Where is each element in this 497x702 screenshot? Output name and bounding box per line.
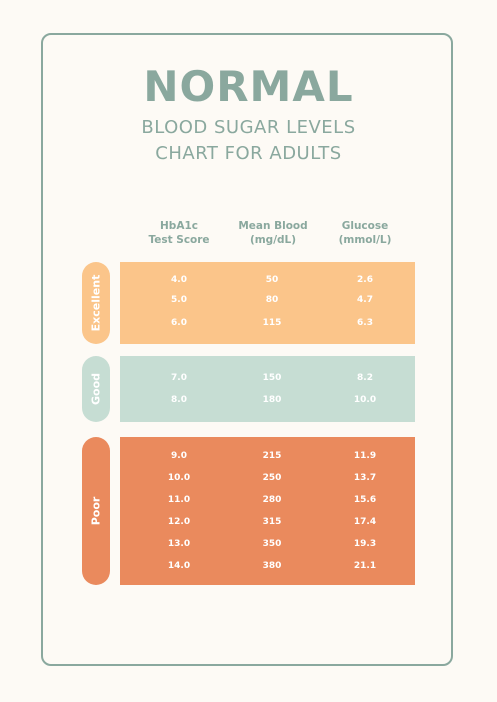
group-label-good: Good: [82, 356, 110, 422]
column-header-hba1c: HbA1c Test Score: [129, 219, 229, 247]
cell-hba1c: 11.0: [167, 495, 191, 505]
group-label-good-text: Good: [89, 372, 103, 406]
cell-mmol-l: 10.0: [353, 395, 377, 405]
column-header-mean-blood: Mean Blood (mg/dL): [223, 219, 323, 247]
column-header-glucose-line1: Glucose: [341, 220, 389, 232]
cell-mmol-l: 19.3: [353, 539, 377, 549]
table-row: 6.0 115 6.3: [120, 316, 415, 330]
table-row: 7.0 150 8.2: [120, 371, 415, 385]
group-label-poor: Poor: [82, 437, 110, 585]
table-row: 14.0 380 21.1: [120, 559, 415, 573]
cell-hba1c: 8.0: [171, 395, 187, 405]
cell-mg-dl: 380: [262, 561, 282, 571]
group-label-excellent-text: Excellent: [89, 274, 103, 332]
column-header-hba1c-line1: HbA1c: [160, 220, 198, 232]
column-header-mean-blood-line2: (mg/dL): [249, 234, 297, 246]
cell-hba1c: 6.0: [171, 318, 187, 328]
chart-frame: [41, 33, 453, 666]
group-panel-excellent: 4.0 50 2.6 5.0 80 4.7 6.0 115 6.3: [120, 262, 415, 344]
cell-mmol-l: 21.1: [353, 561, 377, 571]
cell-mmol-l: 2.6: [357, 275, 373, 285]
cell-mg-dl: 180: [262, 395, 282, 405]
table-row: 12.0 315 17.4: [120, 515, 415, 529]
cell-hba1c: 7.0: [171, 373, 187, 383]
cell-hba1c: 4.0: [171, 275, 187, 285]
group-panel-good: 7.0 150 8.2 8.0 180 10.0: [120, 356, 415, 422]
cell-hba1c: 10.0: [167, 473, 191, 483]
cell-hba1c: 14.0: [167, 561, 191, 571]
page-title: NORMAL: [143, 62, 354, 111]
cell-mmol-l: 13.7: [353, 473, 377, 483]
column-header-glucose-line2: (mmol/L): [338, 234, 392, 246]
group-panel-poor: 9.0 215 11.9 10.0 250 13.7 11.0 280 15.6…: [120, 437, 415, 585]
cell-mg-dl: 250: [262, 473, 282, 483]
cell-mmol-l: 15.6: [353, 495, 377, 505]
column-header-glucose: Glucose (mmol/L): [315, 219, 415, 247]
cell-mmol-l: 6.3: [357, 318, 373, 328]
table-row: 10.0 250 13.7: [120, 471, 415, 485]
cell-mg-dl: 80: [265, 295, 279, 305]
table-row: 5.0 80 4.7: [120, 293, 415, 307]
column-header-mean-blood-line1: Mean Blood: [238, 220, 308, 232]
cell-hba1c: 9.0: [171, 451, 187, 461]
cell-mmol-l: 17.4: [353, 517, 377, 527]
cell-mg-dl: 315: [262, 517, 282, 527]
cell-mmol-l: 4.7: [357, 295, 373, 305]
column-header-hba1c-line2: Test Score: [148, 234, 210, 246]
subtitle-line-1: BLOOD SUGAR LEVELS: [141, 117, 356, 138]
cell-hba1c: 13.0: [167, 539, 191, 549]
cell-hba1c: 5.0: [171, 295, 187, 305]
cell-mg-dl: 215: [262, 451, 282, 461]
table-row: 11.0 280 15.6: [120, 493, 415, 507]
group-label-excellent: Excellent: [82, 262, 110, 344]
table-row: 8.0 180 10.0: [120, 393, 415, 407]
cell-mg-dl: 350: [262, 539, 282, 549]
cell-mmol-l: 8.2: [357, 373, 373, 383]
cell-mg-dl: 50: [265, 275, 279, 285]
cell-mg-dl: 115: [262, 318, 282, 328]
table-row: 9.0 215 11.9: [120, 449, 415, 463]
subtitle-line-2: CHART FOR ADULTS: [155, 143, 342, 164]
cell-mg-dl: 280: [262, 495, 282, 505]
cell-mg-dl: 150: [262, 373, 282, 383]
table-row: 4.0 50 2.6: [120, 273, 415, 287]
cell-hba1c: 12.0: [167, 517, 191, 527]
table-row: 13.0 350 19.3: [120, 537, 415, 551]
cell-mmol-l: 11.9: [353, 451, 377, 461]
group-label-poor-text: Poor: [89, 496, 103, 526]
